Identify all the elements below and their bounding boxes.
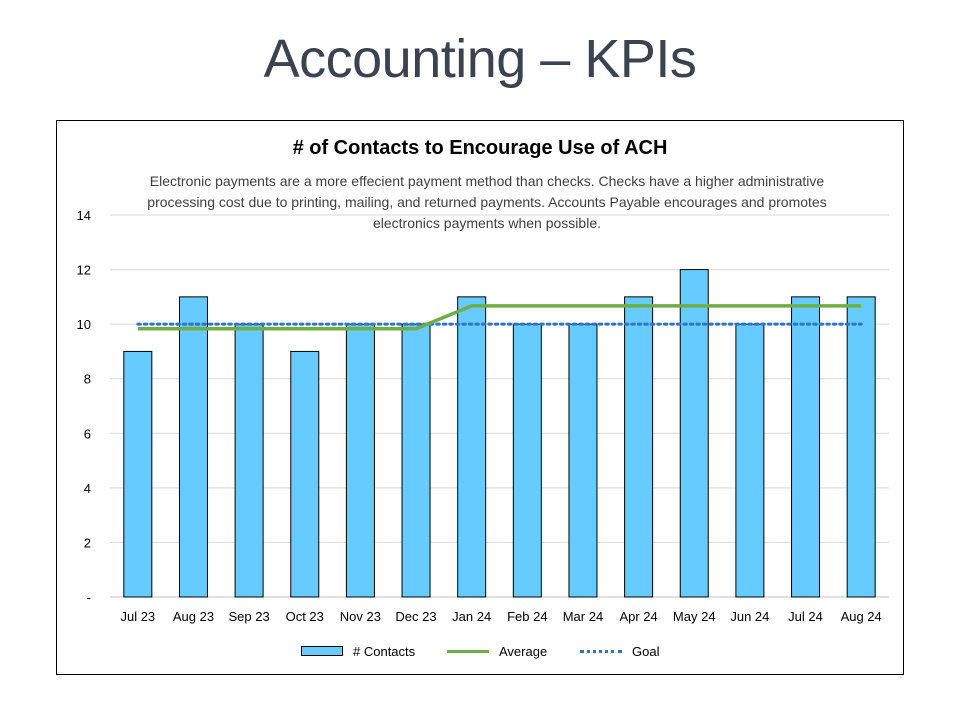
chart-title: # of Contacts to Encourage Use of ACH bbox=[292, 137, 668, 159]
legend-item-average: Average bbox=[447, 641, 547, 661]
x-tick-label: Aug 23 bbox=[173, 609, 214, 624]
legend-swatch-contacts bbox=[301, 646, 343, 656]
x-tick-label: Sep 23 bbox=[229, 609, 270, 624]
x-tick-label: Mar 24 bbox=[563, 609, 603, 624]
y-tick-label: 4 bbox=[84, 481, 91, 496]
bar bbox=[735, 323, 765, 598]
x-tick-label: Feb 24 bbox=[507, 609, 547, 624]
chart-plot: - 2 4 6 8 10 12 14 Jul 23 Aug 23 Sep 23 Oct 23 Nov 2… bbox=[77, 208, 889, 624]
y-tick-label: 12 bbox=[77, 263, 91, 278]
x-tick-label: Nov 23 bbox=[340, 609, 381, 624]
y-tick-label: 8 bbox=[84, 372, 91, 387]
y-tick-label: - bbox=[87, 590, 91, 605]
x-tick-label: Aug 24 bbox=[841, 609, 882, 624]
bar bbox=[457, 296, 487, 598]
chart-subtitle: Electronic payments are a more effecient… bbox=[147, 173, 827, 231]
x-tick-label: Dec 23 bbox=[395, 609, 436, 624]
bar bbox=[512, 323, 542, 598]
bar bbox=[624, 296, 654, 598]
bar bbox=[345, 323, 375, 598]
y-tick-label: 2 bbox=[84, 535, 91, 550]
x-tick-label: Jul 24 bbox=[788, 609, 823, 624]
bar bbox=[290, 350, 320, 598]
x-tick-label: Jan 24 bbox=[452, 609, 491, 624]
average-line bbox=[137, 304, 862, 331]
legend-item-contacts: # Contacts bbox=[301, 641, 415, 661]
bar bbox=[679, 269, 709, 598]
legend-swatch-goal bbox=[580, 649, 622, 653]
legend-label-goal: Goal bbox=[632, 643, 660, 659]
chart-container: # of Contacts to Encourage Use of ACH El… bbox=[56, 120, 904, 675]
bar bbox=[791, 296, 821, 598]
y-tick-label: 14 bbox=[77, 208, 91, 223]
chart-legend: # Contacts Average Goal bbox=[57, 641, 903, 661]
bar bbox=[401, 323, 431, 598]
bar bbox=[568, 323, 598, 598]
legend-label-average: Average bbox=[499, 643, 548, 659]
legend-item-goal: Goal bbox=[580, 641, 659, 661]
x-tick-label: Apr 24 bbox=[619, 609, 657, 624]
legend-label-contacts: # Contacts bbox=[353, 643, 416, 659]
x-tick-label: Jun 24 bbox=[730, 609, 769, 624]
bar bbox=[846, 296, 876, 598]
x-tick-label: May 24 bbox=[673, 609, 716, 624]
bar bbox=[123, 350, 153, 598]
bar bbox=[178, 296, 208, 598]
x-tick-label: Oct 23 bbox=[286, 609, 324, 624]
y-tick-label: 6 bbox=[84, 426, 91, 441]
slide-title: Accounting – KPIs bbox=[263, 29, 697, 89]
x-tick-label: Jul 23 bbox=[120, 609, 155, 624]
y-tick-label: 10 bbox=[77, 317, 91, 332]
legend-swatch-average bbox=[447, 649, 489, 653]
bar bbox=[234, 323, 264, 598]
